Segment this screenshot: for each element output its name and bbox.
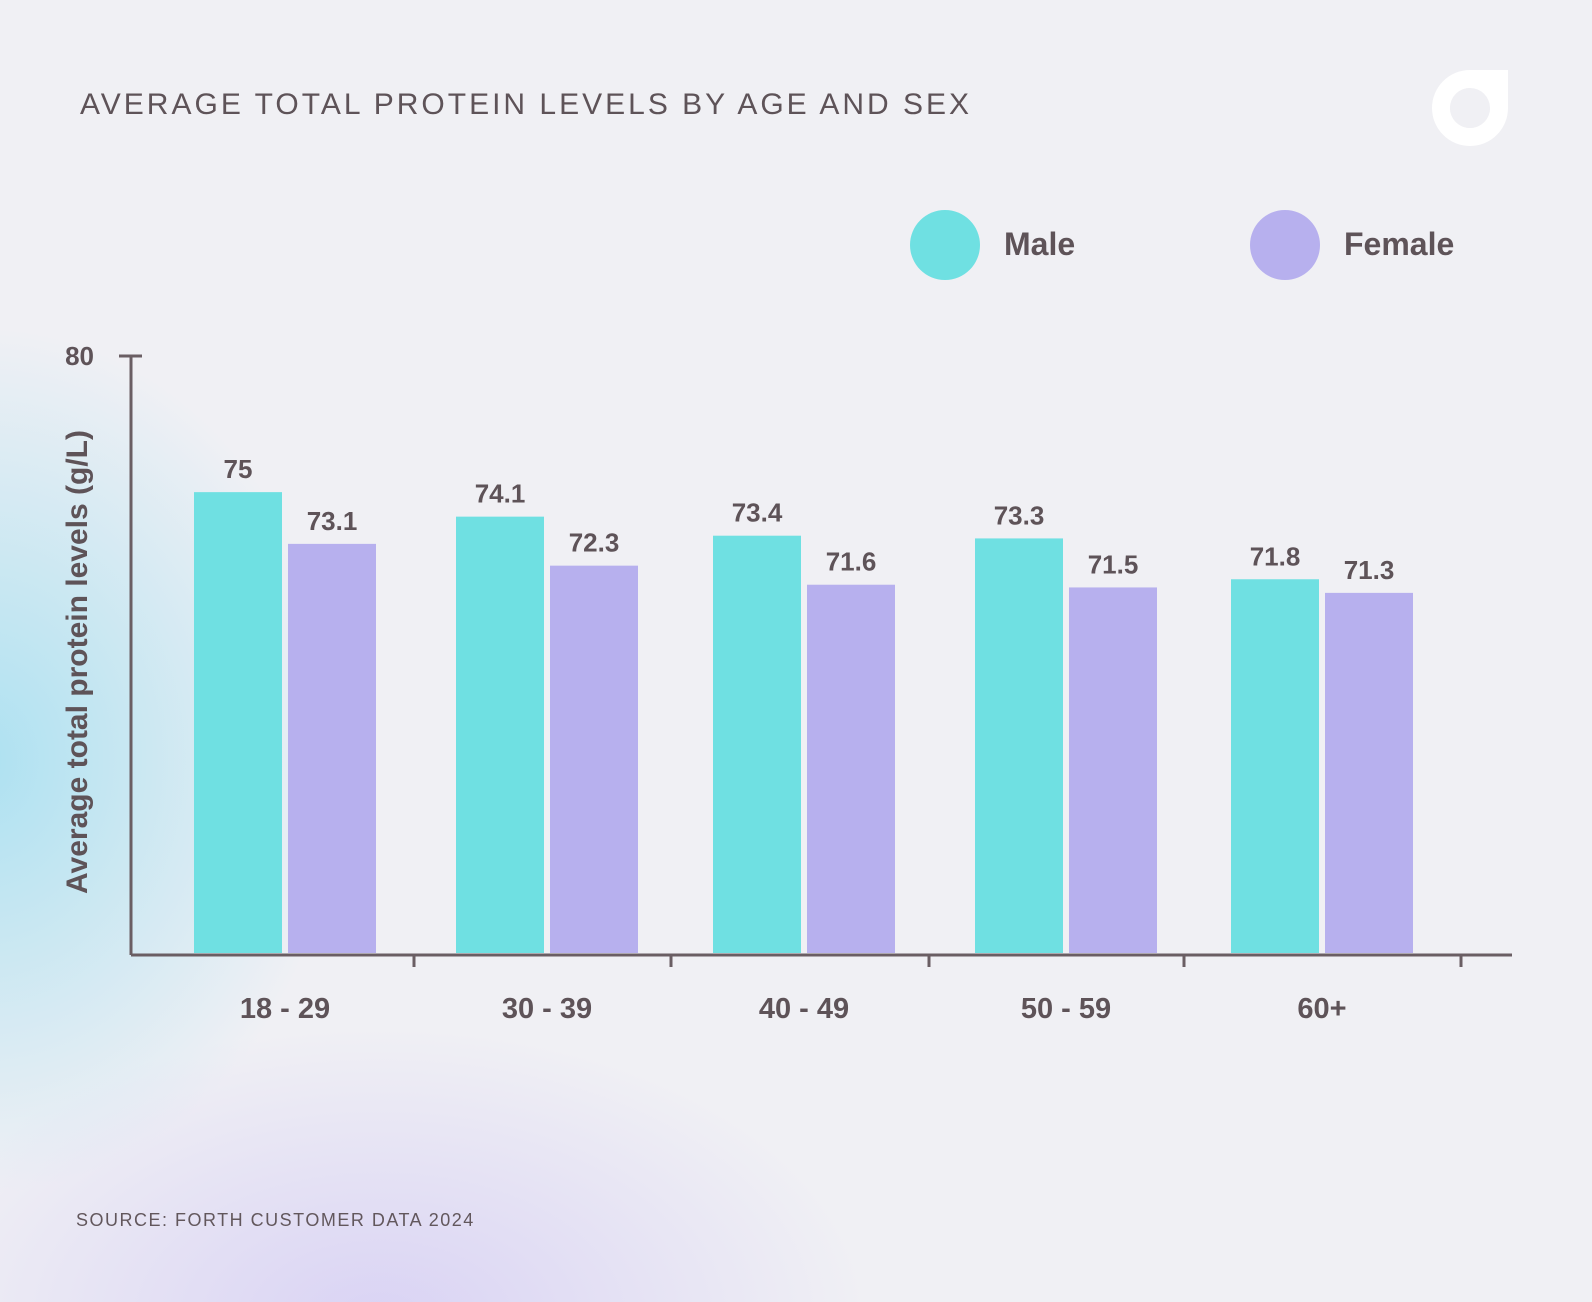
data-label-male-3: 73.3 [994, 500, 1045, 530]
brand-logo-icon [1432, 70, 1508, 146]
data-label-male-1: 74.1 [475, 479, 526, 509]
x-category-label-4: 60+ [1297, 993, 1346, 1025]
y-tick-label: 80 [65, 341, 94, 371]
bar-male-0 [194, 492, 282, 953]
bar-female-4 [1325, 592, 1413, 953]
data-label-male-2: 73.4 [732, 498, 783, 528]
source-note: SOURCE: FORTH CUSTOMER DATA 2024 [76, 1210, 475, 1230]
bar-female-1 [550, 565, 638, 953]
x-category-label-2: 40 - 49 [759, 993, 849, 1025]
legend-swatch-female [1250, 210, 1320, 280]
data-label-female-4: 71.3 [1344, 555, 1395, 585]
x-category-label-0: 18 - 29 [240, 993, 330, 1025]
chart-title: AVERAGE TOTAL PROTEIN LEVELS BY AGE AND … [80, 88, 973, 121]
data-label-female-1: 72.3 [569, 528, 620, 558]
bar-male-1 [456, 516, 544, 953]
bar-male-3 [975, 538, 1063, 953]
legend-label-male: Male [1004, 226, 1076, 262]
x-category-label-3: 50 - 59 [1021, 993, 1111, 1025]
bar-female-3 [1069, 587, 1157, 953]
data-label-female-3: 71.5 [1088, 549, 1139, 579]
data-label-female-0: 73.1 [307, 506, 358, 536]
chart-legend: Male Female [0, 210, 1592, 280]
data-label-male-4: 71.8 [1250, 541, 1301, 571]
bar-female-0 [288, 543, 376, 953]
bar-male-4 [1231, 579, 1319, 953]
legend-label-female: Female [1344, 226, 1455, 262]
data-label-male-0: 75 [224, 454, 253, 484]
x-category-label-1: 30 - 39 [502, 993, 592, 1025]
bar-male-2 [713, 535, 801, 953]
bar-female-2 [807, 584, 895, 953]
legend-swatch-male [910, 210, 980, 280]
data-label-female-2: 71.6 [826, 547, 877, 577]
